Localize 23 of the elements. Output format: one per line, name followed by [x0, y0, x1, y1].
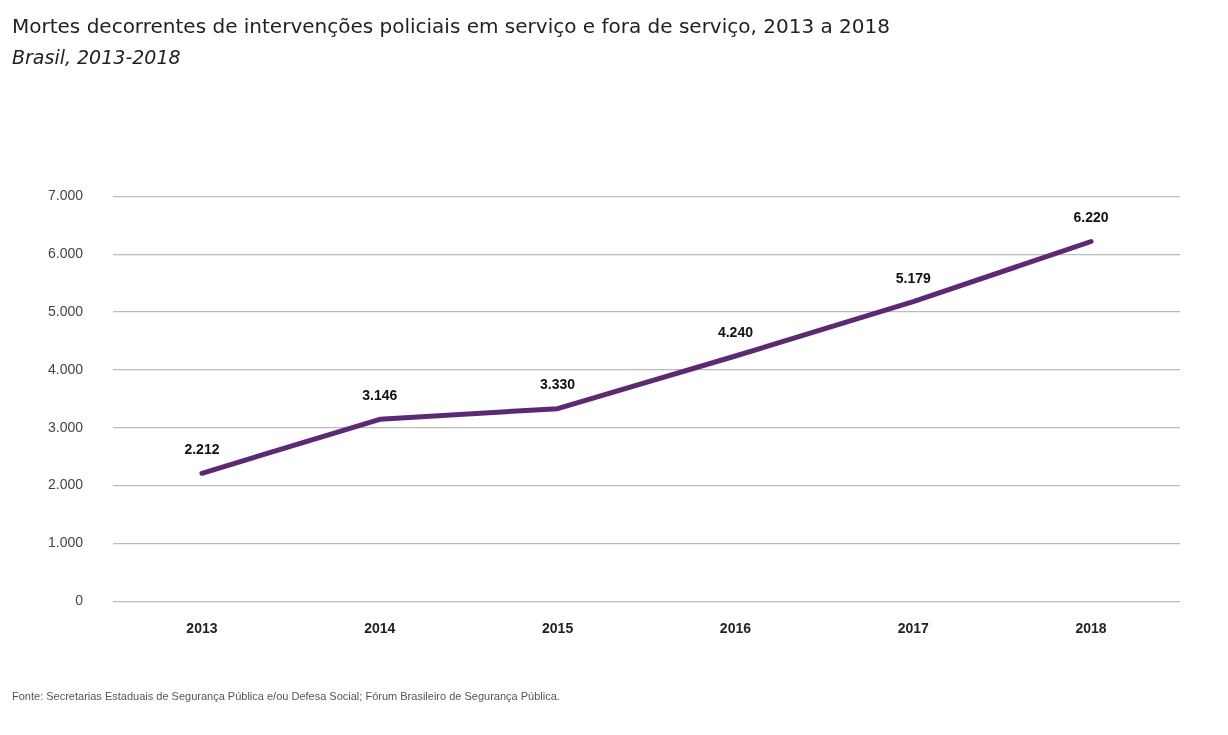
data-label: 3.146 [362, 387, 398, 404]
x-tick-label: 2017 [897, 620, 930, 637]
source-note: Fonte: Secretarias Estaduais de Segurança Pública e/ou Defesa Social; Fórum Brasileiro de Segurança Pública. [12, 690, 560, 702]
data-label: 4.240 [717, 323, 754, 340]
data-label: 6.220 [1073, 209, 1109, 226]
chart-title: Mortes decorrentes de intervenções policiais em serviço e fora de serviço, 2013 a 2018 [12, 14, 890, 38]
y-tick-label: 2.000 [47, 476, 84, 493]
x-tick-label: 2015 [542, 620, 574, 637]
y-tick-label: 4.000 [47, 360, 84, 377]
y-tick-label: 5.000 [47, 302, 84, 319]
y-tick-label: 1.000 [47, 534, 84, 551]
y-tick-label: 6.000 [47, 245, 84, 262]
y-tick-label: 7.000 [47, 187, 84, 204]
y-tick-label: 0 [75, 592, 84, 609]
x-tick-label: 2013 [186, 620, 218, 637]
y-tick-label: 3.000 [47, 418, 84, 435]
x-tick-label: 2018 [1075, 620, 1107, 637]
data-label: 3.330 [540, 376, 576, 393]
data-label: 2.212 [184, 441, 220, 458]
data-label: 5.179 [895, 269, 931, 286]
chart-subtitle: Brasil, 2013-2018 [12, 46, 181, 68]
x-tick-label: 2014 [364, 620, 396, 637]
x-tick-label: 2016 [719, 620, 752, 637]
